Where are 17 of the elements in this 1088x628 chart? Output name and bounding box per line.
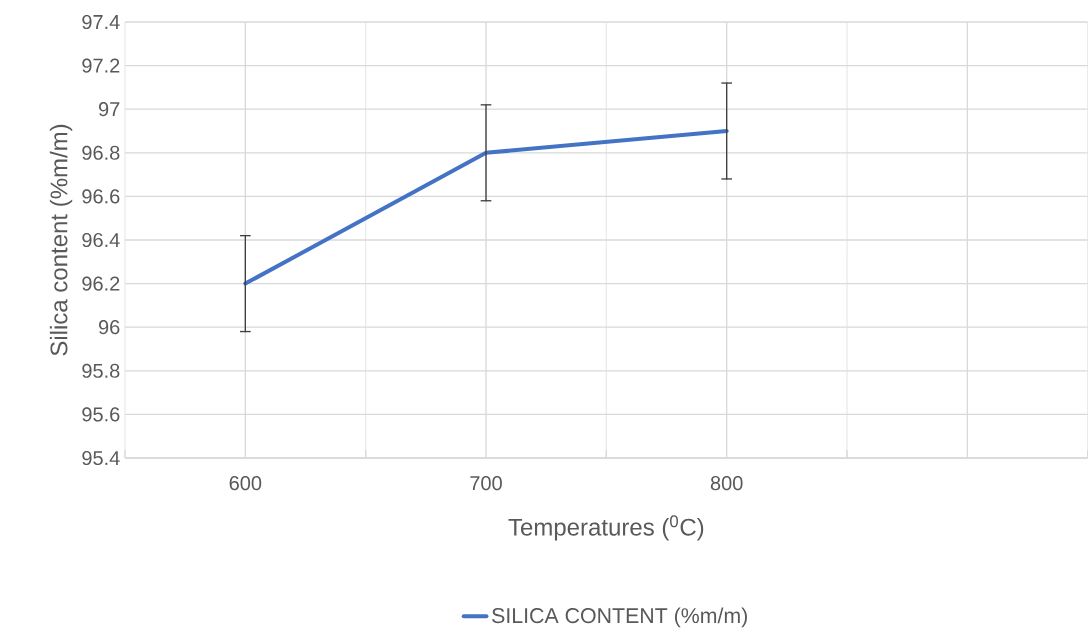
x-tick-label: 800 — [710, 476, 743, 491]
y-axis-title: Silica content (%m/m) — [49, 124, 73, 356]
y-tick-label: 95.6 — [82, 407, 120, 422]
x-axis-title: Temperatures ($^{0}$C) — [508, 515, 704, 541]
y-tick-label: 97.2 — [82, 58, 120, 73]
x-tick-label: 600 — [229, 476, 262, 491]
y-tick-label: 95.8 — [82, 363, 120, 378]
legend-label: SILICA CONTENT (%m/m) — [492, 607, 747, 628]
y-tick-label: 97.4 — [82, 14, 120, 30]
y-tick-label: 96.8 — [82, 145, 120, 160]
y-tick-label: 96.2 — [82, 276, 120, 291]
y-tick-label: 97 — [98, 102, 120, 117]
y-tick-label: 95.4 — [82, 450, 120, 466]
y-tick-label: 96 — [98, 320, 120, 335]
y-tick-label: 96.6 — [82, 189, 120, 204]
x-tick-label: 700 — [470, 476, 502, 491]
y-tick-label: 96.4 — [82, 232, 120, 248]
